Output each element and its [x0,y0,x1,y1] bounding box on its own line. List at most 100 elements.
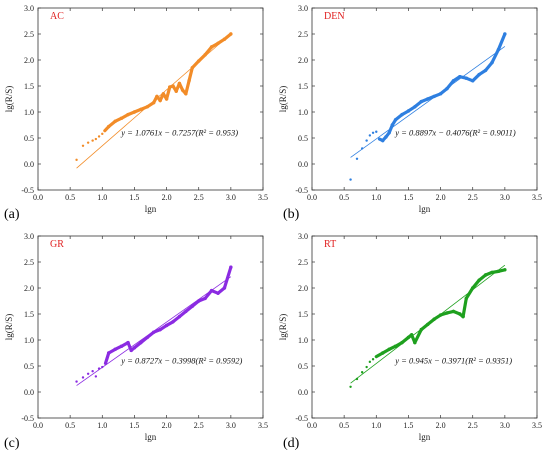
y-tick-label: 2.0 [24,284,34,293]
data-segment [203,45,214,57]
panel-title: RT [324,239,336,250]
x-tick-label: 0.5 [65,421,75,430]
data-point [86,372,90,375]
data-segment [103,351,111,365]
panel-label: (c) [4,436,20,451]
panel-title: DEN [324,11,345,22]
y-tick-label: 1.5 [24,310,34,319]
y-tick-label: 0.5 [298,134,308,143]
x-tick-label: 0.0 [33,193,43,202]
x-tick-label: 1.5 [403,421,413,430]
y-tick-label: 0.0 [298,388,308,397]
x-tick-label: 0.5 [339,193,349,202]
data-point [97,135,101,138]
x-tick-label: 0.0 [307,421,317,430]
data-point [101,132,104,136]
x-tick-label: 0.0 [307,193,317,202]
data-point [368,134,372,137]
y-tick-label: 0.0 [298,160,308,169]
data-point [94,137,98,141]
plot-frame [37,7,264,191]
data-segment [164,85,172,101]
data-point [86,141,90,144]
x-tick-label: 2.5 [194,193,204,202]
panel-label: (d) [283,436,300,451]
y-tick-label: 2.0 [298,56,308,65]
x-tick-label: 1.0 [371,421,381,430]
data-point [368,360,372,364]
x-tick-label: 3.0 [226,193,236,202]
plot-frame [311,7,538,191]
data-point [365,139,368,142]
y-tick-label: -0.5 [295,414,308,423]
data-segment [222,32,233,41]
x-axis-label: lgn [145,432,157,442]
y-tick-label: 2.0 [298,284,308,293]
x-tick-label: 2.5 [468,193,478,202]
data-point [81,144,85,147]
data-point [360,371,364,374]
data-segment [483,60,494,73]
x-tick-label: 3.0 [500,193,510,202]
data-point [81,376,85,379]
data-segment [496,32,507,52]
x-axis-label: lgn [419,204,431,214]
data-segment [187,66,194,83]
panel-title: GR [50,239,64,250]
x-tick-label: 1.5 [403,193,413,202]
data-point [360,147,364,150]
panel-title: AC [50,11,64,22]
y-tick-label: 3.0 [24,4,34,13]
data-point [75,380,78,383]
x-tick-label: 2.0 [162,193,172,202]
fit-equation: y = 1.0761x − 0.7257(R² = 0.953) [120,127,238,137]
data-point [355,157,359,160]
data-segment [471,278,481,290]
data-segment [464,286,475,300]
panel-label: (b) [283,207,300,222]
y-tick-label: 3.0 [24,232,34,241]
y-tick-label: 0.5 [24,362,34,371]
x-tick-label: 1.5 [129,193,139,202]
fit-equation: y = 0.945x − 0.3971(R² = 0.9351) [394,355,512,365]
x-tick-label: 1.0 [97,421,107,430]
y-tick-label: 0.5 [298,362,308,371]
y-tick-label: 1.5 [24,82,34,91]
y-tick-label: 2.5 [298,30,308,39]
x-tick-label: 3.5 [532,193,542,202]
data-segment [461,296,468,319]
fit-line [350,46,506,158]
x-axis-label: lgn [419,432,431,442]
y-tick-label: 3.0 [298,4,308,13]
y-tick-label: -0.5 [21,414,34,423]
y-tick-label: 1.5 [298,310,308,319]
data-segment [490,47,501,65]
data-point [101,365,104,369]
data-point [349,385,352,388]
x-tick-label: 3.5 [532,421,542,430]
data-point [371,131,375,134]
data-point [75,158,78,162]
x-tick-label: 1.5 [129,421,139,430]
x-tick-label: 2.5 [468,421,478,430]
x-tick-label: 2.0 [162,421,172,430]
data-point [91,139,94,142]
data-point [349,178,352,181]
y-tick-label: 2.5 [24,258,34,267]
x-tick-label: 2.0 [436,421,446,430]
y-tick-label: -0.5 [295,186,308,195]
data-point [91,370,94,373]
y-tick-label: 2.5 [298,258,308,267]
panel-label: (a) [4,207,20,222]
data-point [97,367,101,370]
data-segment [222,265,233,290]
y-tick-label: 0.0 [24,388,34,397]
x-tick-label: 3.0 [226,421,236,430]
x-tick-label: 2.0 [436,193,446,202]
plot-frame [311,235,538,419]
plot-frame [37,235,264,419]
x-tick-label: 0.0 [33,421,43,430]
fit-equation: y = 0.8897x − 0.4076(R² = 0.9011) [394,127,516,137]
data-segment [445,79,456,91]
